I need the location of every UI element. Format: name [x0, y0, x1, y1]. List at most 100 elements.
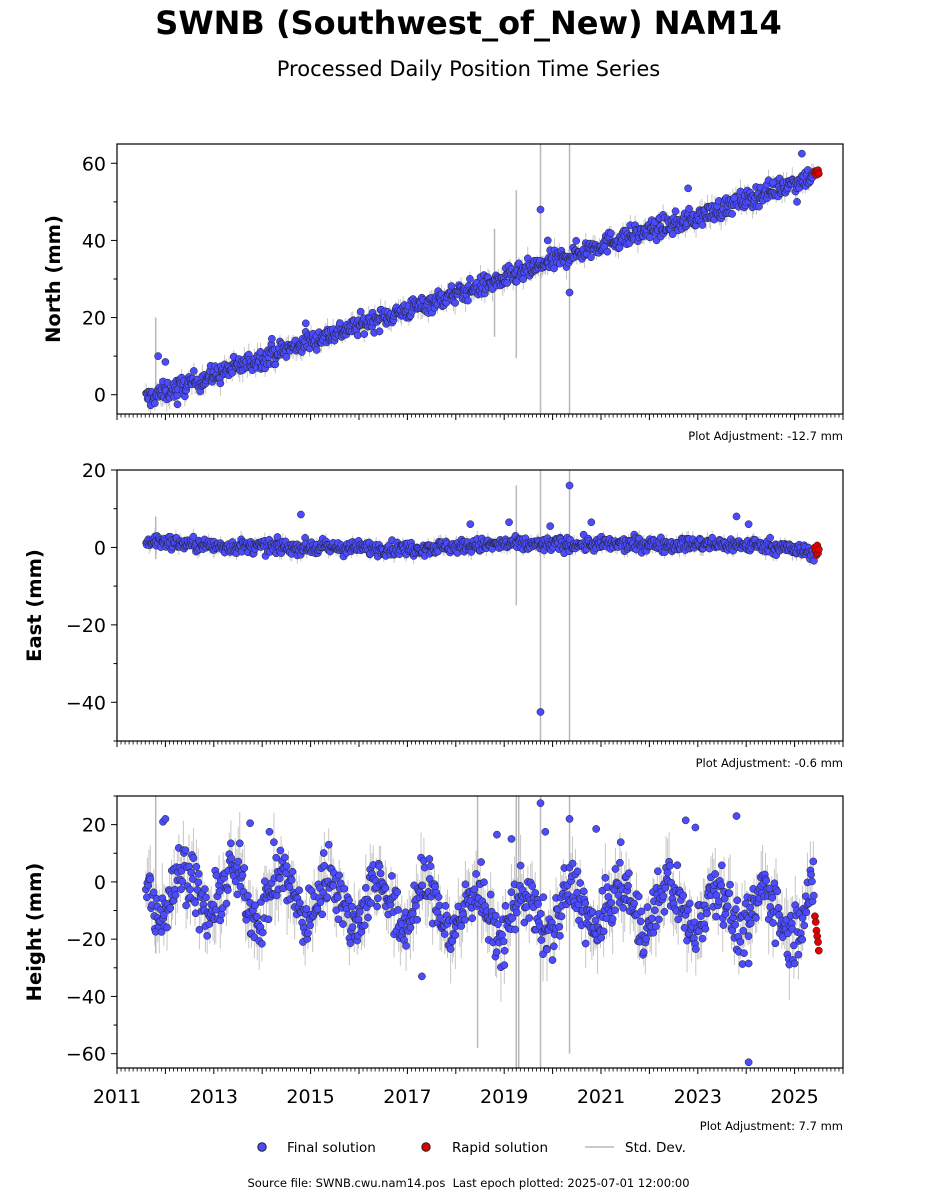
final-point	[441, 902, 450, 910]
final-outlier	[246, 819, 254, 828]
final-point	[608, 915, 617, 923]
final-point	[234, 857, 243, 866]
final-point	[648, 914, 656, 923]
final-point	[588, 908, 597, 916]
final-point	[643, 903, 652, 911]
final-point	[534, 900, 542, 908]
final-point	[353, 331, 362, 340]
final-point	[557, 912, 566, 921]
final-point	[447, 282, 456, 290]
final-point	[324, 840, 333, 849]
final-outlier	[732, 512, 741, 521]
final-point	[361, 883, 370, 892]
final-point	[402, 942, 410, 950]
final-point	[194, 878, 203, 887]
height-stddev-bars	[145, 796, 814, 1068]
final-point	[739, 926, 748, 935]
final-point	[323, 893, 332, 902]
final-point	[364, 913, 372, 922]
final-point	[674, 915, 683, 924]
final-point	[614, 891, 623, 900]
final-point	[464, 296, 472, 305]
final-point	[486, 890, 495, 899]
final-point	[503, 279, 512, 287]
final-outlier	[161, 358, 170, 366]
final-point	[746, 903, 754, 912]
north-final-series	[142, 149, 818, 410]
final-point	[222, 899, 231, 908]
final-point	[192, 862, 201, 871]
final-point	[581, 899, 590, 908]
final-point	[335, 871, 344, 880]
final-point	[639, 948, 648, 957]
final-point	[202, 893, 210, 902]
final-point	[375, 327, 384, 336]
final-point	[178, 877, 187, 886]
final-point	[587, 253, 595, 262]
y-tick-label: 0	[94, 385, 106, 407]
final-outlier	[744, 959, 753, 968]
final-outlier	[301, 319, 310, 328]
final-outlier	[297, 510, 305, 519]
y-tick-label: −20	[66, 615, 106, 637]
final-point	[766, 533, 774, 542]
y-tick-label: −40	[66, 986, 106, 1008]
final-point	[466, 275, 474, 283]
final-point	[181, 846, 190, 855]
final-point	[798, 914, 807, 922]
final-point	[333, 893, 342, 902]
final-point	[189, 367, 198, 375]
final-point	[755, 202, 763, 211]
final-point	[774, 904, 783, 912]
final-point	[258, 928, 267, 937]
final-point	[227, 839, 235, 848]
final-point	[334, 915, 343, 924]
final-point	[607, 899, 616, 907]
final-point	[251, 901, 259, 910]
final-point	[408, 909, 417, 918]
final-point	[381, 884, 390, 893]
final-point	[215, 887, 224, 896]
final-point	[719, 921, 728, 929]
y-tick-label: 20	[82, 308, 106, 330]
final-point	[191, 898, 199, 907]
north-plot-adjustment: Plot Adjustment: -12.7 mm	[688, 429, 843, 443]
final-point	[539, 893, 548, 901]
final-point	[650, 906, 659, 915]
final-point	[654, 867, 662, 876]
final-point	[712, 912, 720, 921]
final-point	[720, 894, 729, 903]
final-point	[336, 319, 344, 327]
final-point	[599, 927, 608, 936]
final-point	[708, 533, 717, 542]
final-point	[548, 956, 557, 964]
final-point	[717, 881, 726, 890]
final-point	[270, 838, 278, 847]
east-y-axis-label: East (mm)	[23, 549, 46, 662]
x-tick-label: 2019	[480, 1086, 528, 1108]
y-tick-label: −40	[66, 692, 106, 714]
final-point	[244, 891, 252, 900]
final-point	[313, 905, 322, 913]
final-point	[630, 899, 638, 908]
final-point	[282, 862, 291, 871]
x-tick-label: 2017	[383, 1086, 431, 1108]
final-point	[516, 861, 525, 870]
final-point	[189, 854, 198, 863]
final-point	[731, 920, 740, 929]
final-point	[634, 892, 643, 901]
height-plot-adjustment: Plot Adjustment: 7.7 mm	[700, 1119, 843, 1133]
x-tick-label: 2021	[577, 1086, 625, 1108]
final-outlier	[798, 149, 806, 158]
y-tick-label: 40	[82, 230, 106, 252]
final-point	[203, 931, 212, 940]
final-outlier	[592, 825, 601, 833]
final-point	[498, 930, 506, 939]
final-point	[525, 914, 534, 922]
final-outlier	[466, 520, 475, 529]
final-point	[451, 299, 459, 307]
final-point	[549, 942, 558, 951]
final-point	[519, 275, 528, 283]
final-point	[446, 945, 455, 953]
final-point	[798, 935, 807, 944]
